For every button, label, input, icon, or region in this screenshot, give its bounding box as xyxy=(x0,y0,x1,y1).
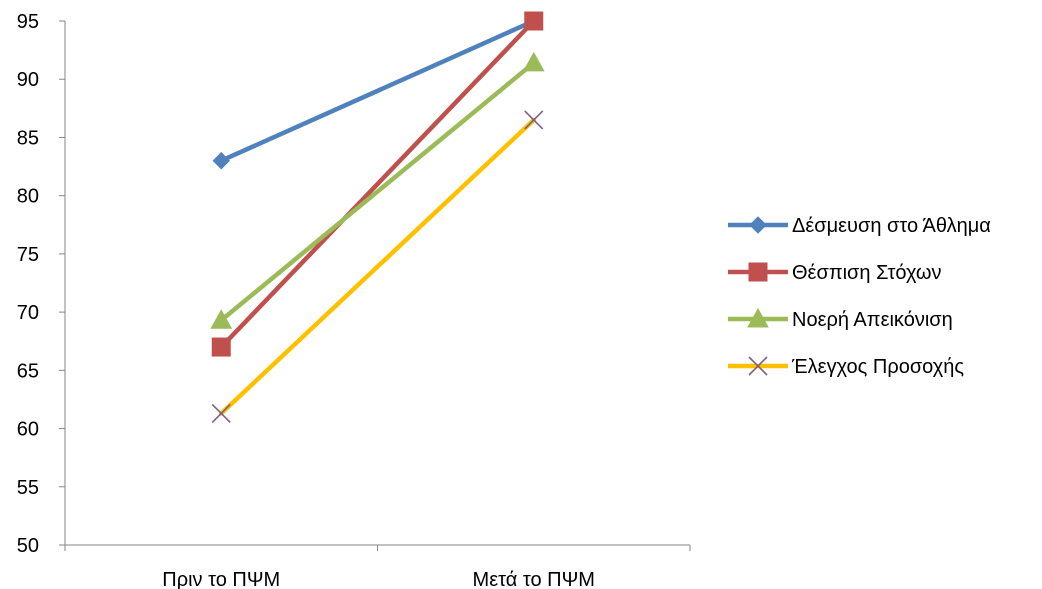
legend-label: Έλεγχος Προσοχής xyxy=(791,356,964,378)
series-1 xyxy=(212,12,543,170)
legend-label: Δέσμευση στο Άθλημα xyxy=(792,215,991,237)
data-point-marker xyxy=(524,110,544,130)
data-point-marker xyxy=(524,11,544,31)
legend-label: Θέσπιση Στόχων xyxy=(792,262,942,284)
data-point-marker xyxy=(522,51,545,72)
y-tick-label: 70 xyxy=(17,302,39,324)
y-tick-label: 80 xyxy=(17,186,39,208)
legend-item-1: Δέσμευση στο Άθλημα xyxy=(728,215,991,237)
y-tick-label: 65 xyxy=(17,360,39,382)
data-point-marker xyxy=(211,403,231,423)
data-point-marker xyxy=(210,309,233,329)
data-point-marker xyxy=(212,152,230,170)
legend-item-4: Έλεγχος Προσοχής xyxy=(728,356,964,378)
x-tick-label: Πριν το ΠΨΜ xyxy=(162,569,280,589)
series-line xyxy=(219,117,536,416)
y-tick-label: 60 xyxy=(17,419,39,441)
series-line xyxy=(219,18,536,163)
chart-axes xyxy=(64,21,690,546)
y-tick-label: 75 xyxy=(17,244,39,266)
y-tick-label: 95 xyxy=(17,11,39,33)
chart-legend: Δέσμευση στο Άθλημα Θέσπιση Στόχων Νοερή Α… xyxy=(728,215,991,378)
legend-marker xyxy=(748,356,768,376)
series-4 xyxy=(211,110,544,423)
legend-label: Νοερή Απεικόνιση xyxy=(792,309,953,331)
series-line xyxy=(219,18,536,350)
chart-series xyxy=(210,11,545,423)
y-tick-label: 50 xyxy=(17,535,39,557)
y-tick-label: 55 xyxy=(17,477,39,499)
legend-item-3: Νοερή Απεικόνιση xyxy=(728,307,953,331)
legend-marker xyxy=(748,262,768,282)
y-tick-label: 90 xyxy=(17,69,39,91)
y-tick-label: 85 xyxy=(17,127,39,149)
x-tick-label: Μετά το ΠΨΜ xyxy=(473,569,595,589)
series-line xyxy=(219,60,536,323)
x-marker-stroke xyxy=(524,110,544,130)
x-marker-stroke xyxy=(748,356,768,376)
data-point-marker xyxy=(211,337,231,357)
legend-item-2: Θέσπιση Στόχων xyxy=(728,262,942,284)
series-3 xyxy=(210,51,545,329)
series-2 xyxy=(211,11,544,357)
x-marker-stroke xyxy=(211,403,231,423)
x-axis-ticks: Πριν το ΠΨΜ Μετά το ΠΨΜ xyxy=(64,545,691,589)
legend-marker xyxy=(747,307,769,328)
y-axis-ticks: 50 55 60 65 70 75 80 85 90 95 xyxy=(17,11,65,557)
legend-marker xyxy=(749,216,767,234)
